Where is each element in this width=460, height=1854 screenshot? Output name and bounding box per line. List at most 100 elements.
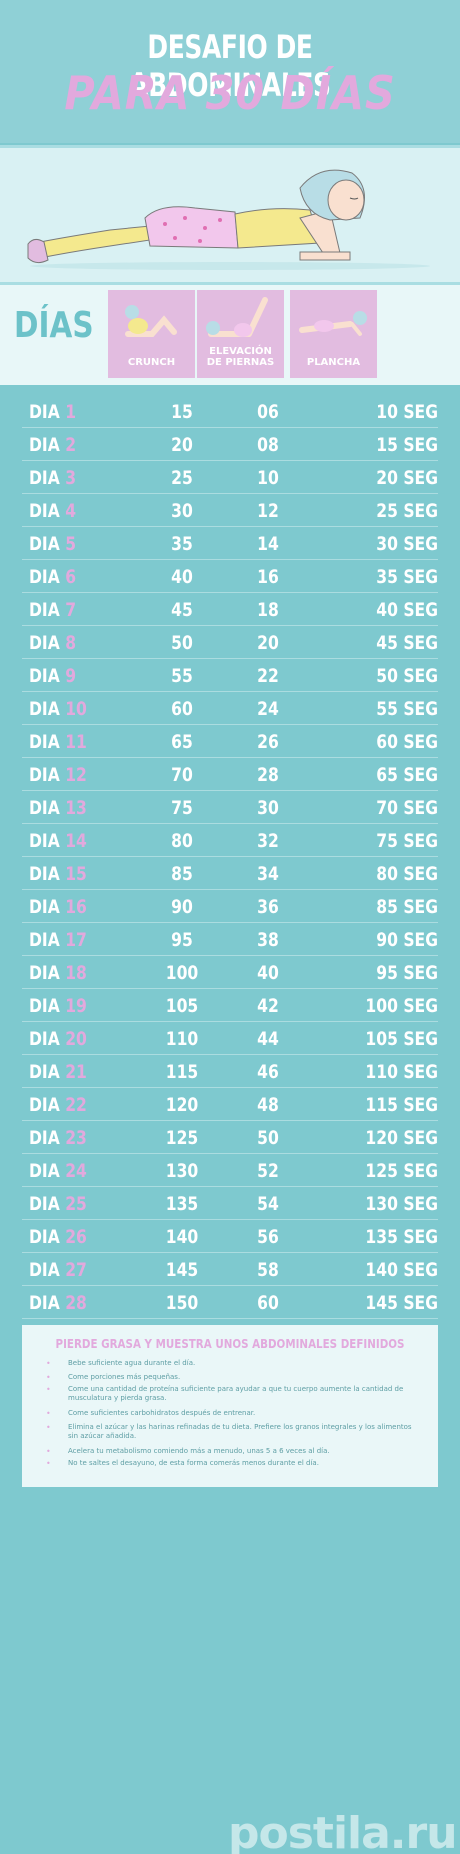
table-row: DIA 19 105 42 100 SEG: [0, 989, 460, 1022]
table-row: DIA 10 60 24 55 SEG: [0, 692, 460, 725]
row-divider: [22, 1252, 438, 1253]
crunch-reps: 50: [171, 632, 193, 654]
row-divider: [22, 856, 438, 857]
day-word: DIA: [29, 1292, 60, 1314]
tip-bullet: •: [46, 1385, 51, 1394]
plank-duration: 60 SEG: [376, 731, 438, 753]
plank-duration: 55 SEG: [376, 698, 438, 720]
table-row: DIA 4 30 12 25 SEG: [0, 494, 460, 527]
plank-duration: 90 SEG: [376, 929, 438, 951]
plank-woman-icon: [27, 169, 430, 270]
plank-duration: 115 SEG: [365, 1094, 438, 1116]
day-word: DIA: [29, 962, 60, 984]
tip-item: No te saltes el desayuno, de esta forma …: [68, 1459, 319, 1467]
crunch-reps: 110: [165, 1028, 199, 1050]
leg-raise-reps: 50: [257, 1127, 279, 1149]
day-number: 16: [65, 896, 87, 918]
watermark: postila.ru: [228, 1808, 458, 1854]
row-divider: [22, 1285, 438, 1286]
day-number: 19: [65, 995, 87, 1017]
day-label: DIA 19: [29, 995, 87, 1017]
day-label: DIA 12: [29, 764, 87, 786]
plank-duration: 120 SEG: [365, 1127, 438, 1149]
day-label: DIA 23: [29, 1127, 87, 1149]
table-row: DIA 3 25 10 20 SEG: [0, 461, 460, 494]
crunch-reps: 145: [165, 1259, 199, 1281]
leg-raise-reps: 52: [257, 1160, 279, 1182]
plank-duration: 15 SEG: [376, 434, 438, 456]
exercise-label-line: PLANCHA: [306, 357, 361, 368]
row-divider: [22, 1186, 438, 1187]
crunch-reps: 75: [171, 797, 193, 819]
day-number: 20: [65, 1028, 87, 1050]
days-column-label: DÍAS: [14, 305, 94, 346]
row-divider: [22, 1054, 438, 1055]
day-number: 4: [65, 500, 77, 522]
day-number: 17: [65, 929, 87, 951]
plank-duration: 125 SEG: [365, 1160, 438, 1182]
leg-raise-reps: 30: [257, 797, 279, 819]
day-label: DIA 26: [29, 1226, 87, 1248]
day-number: 15: [65, 863, 87, 885]
crunch-reps: 80: [171, 830, 193, 852]
day-label: DIA 13: [29, 797, 87, 819]
footer: [0, 1500, 460, 1854]
exercise-label-line: CRUNCH: [127, 357, 176, 368]
day-word: DIA: [29, 566, 60, 588]
exercise-card-crunch: CRUNCH: [108, 290, 195, 378]
day-number: 23: [65, 1127, 87, 1149]
tip-item: Acelera tu metabolismo comiendo más a me…: [68, 1447, 330, 1455]
leg-raise-reps: 18: [257, 599, 279, 621]
tip-item: Elimina el azúcar y las harinas refinada…: [68, 1423, 412, 1440]
table-row: DIA 5 35 14 30 SEG: [0, 527, 460, 560]
crunch-reps: 90: [171, 896, 193, 918]
table-row: DIA 20 110 44 105 SEG: [0, 1022, 460, 1055]
leg-raise-reps: 06: [257, 401, 279, 423]
table-row: DIA 8 50 20 45 SEG: [0, 626, 460, 659]
table-row: DIA 1 15 06 10 SEG: [0, 395, 460, 428]
plank-duration: 95 SEG: [376, 962, 438, 984]
crunch-reps: 140: [165, 1226, 199, 1248]
tip-bullet: •: [46, 1423, 51, 1432]
table-row: DIA 23 125 50 120 SEG: [0, 1121, 460, 1154]
exercise-label-line: ELEVACIÓN: [209, 346, 272, 357]
leg-raise-reps: 54: [257, 1193, 279, 1215]
day-number: 3: [65, 467, 77, 489]
day-label: DIA 20: [29, 1028, 87, 1050]
leg-raise-reps: 24: [257, 698, 279, 720]
day-label: DIA 22: [29, 1094, 87, 1116]
plank-duration: 40 SEG: [376, 599, 438, 621]
exercise-card-leg-raise: ELEVACIÓN DE PIERNAS: [197, 290, 284, 378]
day-word: DIA: [29, 1094, 60, 1116]
leg-raise-reps: 32: [257, 830, 279, 852]
row-divider: [22, 691, 438, 692]
table-row: DIA 6 40 16 35 SEG: [0, 560, 460, 593]
crunch-reps: 45: [171, 599, 193, 621]
row-divider: [22, 922, 438, 923]
table-row: DIA 9 55 22 50 SEG: [0, 659, 460, 692]
leg-raise-reps: 48: [257, 1094, 279, 1116]
leg-raise-reps: 20: [257, 632, 279, 654]
row-divider: [22, 757, 438, 758]
row-divider: [22, 1219, 438, 1220]
day-number: 10: [65, 698, 87, 720]
tip-item: Come suficientes carbohidratos después d…: [68, 1409, 256, 1417]
leg-raise-reps: 26: [257, 731, 279, 753]
day-word: DIA: [29, 830, 60, 852]
plank-duration: 65 SEG: [376, 764, 438, 786]
plank-duration: 100 SEG: [365, 995, 438, 1017]
day-number: 12: [65, 764, 87, 786]
table-row: DIA 16 90 36 85 SEG: [0, 890, 460, 923]
day-word: DIA: [29, 500, 60, 522]
table-row: DIA 25 135 54 130 SEG: [0, 1187, 460, 1220]
day-word: DIA: [29, 1226, 60, 1248]
plank-illustration: [0, 145, 460, 285]
tip-bullet: •: [46, 1409, 51, 1418]
crunch-reps: 20: [171, 434, 193, 456]
tip-bullet: •: [46, 1447, 51, 1456]
table-row: DIA 26 140 56 135 SEG: [0, 1220, 460, 1253]
plank-duration: 105 SEG: [365, 1028, 438, 1050]
leg-raise-reps: 56: [257, 1226, 279, 1248]
crunch-reps: 130: [165, 1160, 199, 1182]
plank-duration: 30 SEG: [376, 533, 438, 555]
